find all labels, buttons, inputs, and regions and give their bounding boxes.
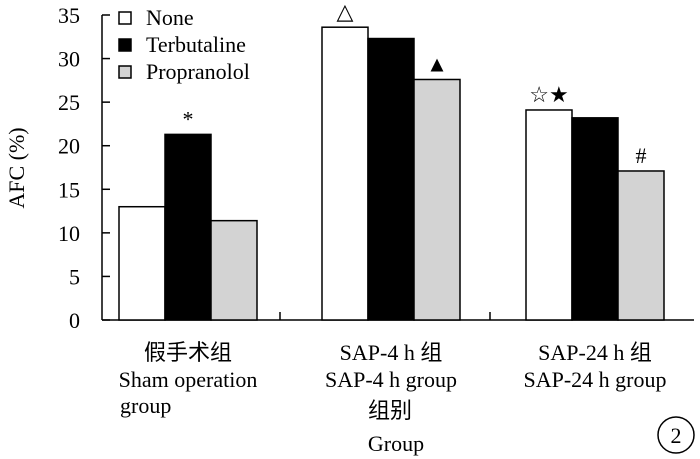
significance-marker: # [636,143,647,168]
significance-marker: ☆★ [529,82,568,107]
y-tick-label: 30 [58,47,80,72]
bar-terbutaline [571,117,619,321]
category-label-en: SAP-4 h group [325,367,457,392]
bar-none [321,26,369,321]
legend-swatch-terbutaline [118,38,132,52]
y-tick-label: 25 [58,90,80,115]
bar-propranolol [210,219,258,321]
legend-swatch-none [118,11,132,25]
legend-swatch-propranolol [118,65,132,79]
legend-label-propranolol: Propranolol [146,59,250,84]
legend-label-terbutaline: Terbutaline [146,32,246,57]
bar-terbutaline [367,37,415,321]
bar-none [525,109,573,321]
bars [118,26,665,321]
x-axis-label-cn: 组别 [368,398,412,423]
significance-marker: △ [337,0,354,24]
panel-label: 2 [671,423,682,448]
y-tick-label: 35 [58,3,80,28]
y-tick-label: 15 [58,177,80,202]
category-label-en: SAP-24 h group [523,367,666,392]
y-tick-label: 20 [58,134,80,159]
significance-marker: * [183,106,194,131]
x-axis-label-en: Group [368,431,424,456]
category-label-en: Sham operation [119,367,258,392]
category-label-cn: SAP-4 h 组 [340,340,443,365]
category-label-cn: 假手术组 [144,340,232,365]
bar-propranolol [413,78,461,321]
category-label-cn: SAP-24 h 组 [538,340,652,365]
y-tick-label: 5 [69,264,80,289]
bar-propranolol [617,170,665,321]
y-tick-label: 0 [69,308,80,333]
y-axis-label: AFC (%) [4,127,29,208]
y-tick-label: 10 [58,221,80,246]
significance-marker: ▲ [426,51,448,76]
bar-none [118,205,166,321]
category-label-en-2: group [120,393,171,418]
legend-label-none: None [146,5,194,30]
panel-label-circle [657,416,695,454]
bar-terbutaline [164,133,212,321]
